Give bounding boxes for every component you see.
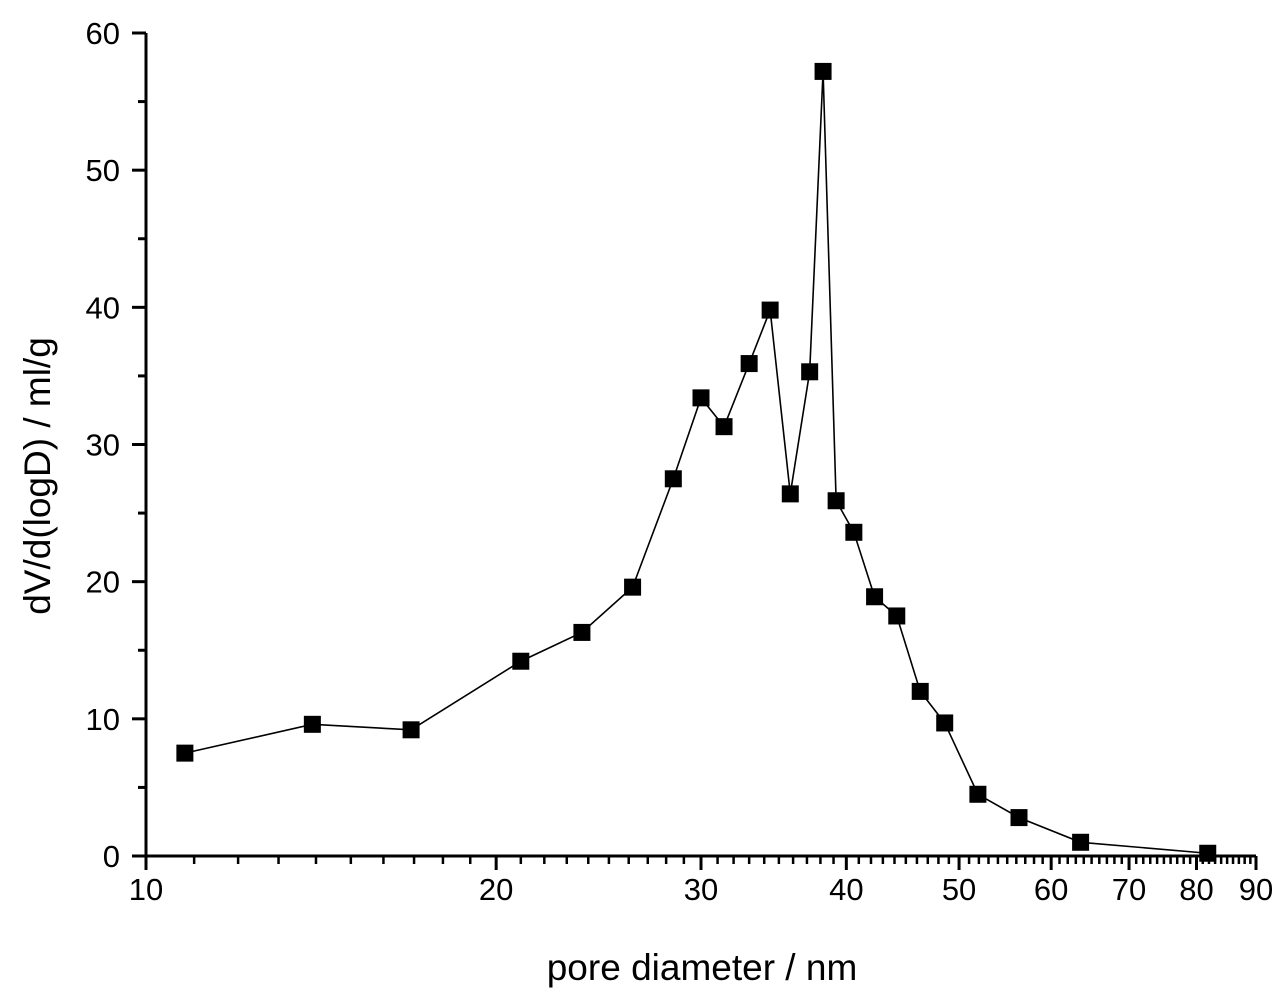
y-tick-label: 0 bbox=[103, 839, 120, 874]
x-tick-label: 70 bbox=[1112, 872, 1146, 907]
x-tick-label: 60 bbox=[1034, 872, 1068, 907]
y-tick-label: 60 bbox=[86, 16, 120, 51]
y-axis-title: dV/d(logD) / ml/g bbox=[17, 337, 58, 615]
data-series bbox=[176, 62, 1217, 862]
y-tick-label: 20 bbox=[86, 565, 120, 600]
data-point bbox=[845, 523, 863, 541]
data-point bbox=[176, 744, 194, 762]
data-point bbox=[303, 715, 321, 733]
x-tick-label: 80 bbox=[1179, 872, 1213, 907]
data-point bbox=[866, 588, 884, 606]
data-point bbox=[827, 492, 845, 510]
y-tick-label: 50 bbox=[86, 153, 120, 188]
data-point bbox=[715, 418, 733, 436]
data-point bbox=[911, 682, 929, 700]
data-point bbox=[573, 623, 591, 641]
data-point bbox=[740, 355, 758, 373]
data-point bbox=[781, 485, 799, 503]
x-tick-label: 30 bbox=[684, 872, 718, 907]
data-point bbox=[1072, 833, 1090, 851]
axis-ticks bbox=[132, 31, 1258, 870]
axis-titles: pore diameter / nm dV/d(logD) / ml/g bbox=[17, 337, 857, 988]
x-axis-title: pore diameter / nm bbox=[547, 947, 858, 988]
data-point bbox=[664, 470, 682, 488]
data-point bbox=[814, 62, 832, 80]
data-point bbox=[1199, 844, 1217, 862]
y-tick-label: 30 bbox=[86, 428, 120, 463]
data-point bbox=[512, 652, 530, 670]
x-tick-label: 20 bbox=[479, 872, 513, 907]
x-tick-label: 10 bbox=[129, 872, 163, 907]
data-point bbox=[801, 363, 819, 381]
data-point bbox=[761, 301, 779, 319]
data-point bbox=[888, 607, 906, 625]
x-tick-label: 50 bbox=[942, 872, 976, 907]
data-point bbox=[1010, 809, 1028, 827]
series-line bbox=[184, 71, 1208, 855]
y-tick-label: 10 bbox=[86, 702, 120, 737]
data-point bbox=[692, 389, 710, 407]
data-point bbox=[624, 578, 642, 596]
data-point bbox=[969, 785, 987, 803]
x-tick-label: 90 bbox=[1239, 872, 1273, 907]
x-tick-label: 40 bbox=[829, 872, 863, 907]
data-point bbox=[402, 721, 420, 739]
tick-labels: 0 10 20 30 40 50 60 10 20 30 40 50 60 70 80 90 bbox=[86, 16, 1274, 907]
data-point bbox=[936, 714, 954, 732]
y-tick-label: 40 bbox=[86, 290, 120, 325]
